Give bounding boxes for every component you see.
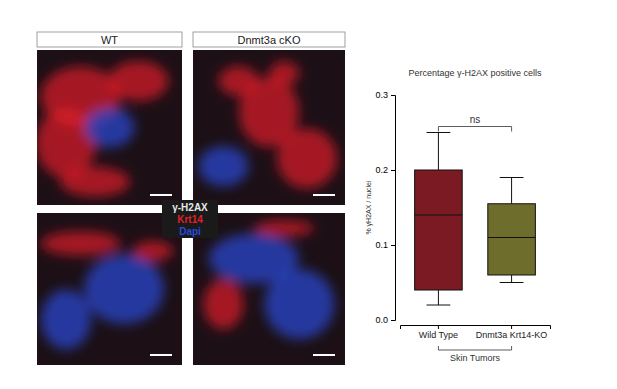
whisker-cap-low: [427, 305, 451, 306]
y-tick: 0.1: [375, 240, 395, 250]
x-tick-label: Wild Type: [419, 330, 458, 340]
box: [488, 178, 536, 283]
x-tick: Dnmt3a Krt14-KO: [476, 325, 548, 340]
y-tick-mark: [391, 95, 395, 96]
stain-region: [277, 129, 337, 189]
scale-bar: [150, 354, 172, 356]
stain-label: Dapi: [179, 226, 201, 237]
stain-region: [269, 61, 299, 85]
box-body: [488, 204, 536, 275]
box-median: [488, 237, 536, 238]
stain-region: [203, 279, 243, 329]
stain-region: [41, 231, 121, 255]
panel-background: [37, 213, 182, 365]
y-tick-label: 0.2: [375, 165, 388, 175]
figure: WT Dnmt3a cKO γ-H2AXKrt14Dapi Percentage γ-…: [0, 0, 617, 389]
x-tick-mark: [438, 325, 439, 329]
chart-title: Percentage γ-H2AX positive cells: [408, 68, 542, 78]
y-tick: 0.0: [375, 315, 395, 325]
y-tick: 0.3: [375, 90, 395, 100]
y-tick-label: 0.1: [375, 240, 388, 250]
whisker-cap-high: [500, 177, 524, 178]
stain-label: γ-H2AX: [172, 202, 208, 213]
stain-region: [85, 108, 135, 148]
significance-label: ns: [470, 114, 481, 125]
panel-background: [37, 50, 182, 205]
whisker-low: [511, 275, 512, 283]
x-group-bracket: [438, 346, 511, 350]
panel-background: [193, 50, 345, 205]
stain-legend-background: [162, 200, 218, 238]
column-label: WT: [101, 34, 118, 46]
x-axis-line: [401, 326, 551, 330]
x-axis: Wild Type Dnmt3a Krt14-KO: [401, 325, 551, 340]
whisker-high: [438, 133, 439, 171]
image-panel: [37, 213, 182, 365]
column-header: [37, 32, 182, 47]
image-panel: [36, 50, 182, 205]
whisker-cap-low: [500, 282, 524, 283]
significance-bracket: [438, 127, 511, 132]
y-tick: 0.2: [375, 165, 395, 175]
y-tick-mark: [391, 170, 395, 171]
y-axis-title: % γH2AX / nuclei: [365, 180, 373, 235]
stain-region: [84, 254, 164, 324]
scale-bar: [150, 194, 172, 196]
whisker-cap-high: [427, 132, 451, 133]
x-tick-label: Dnmt3a Krt14-KO: [476, 330, 548, 340]
y-tick-label: 0.3: [375, 90, 388, 100]
x-tick: Wild Type: [419, 325, 458, 340]
column-label: Dnmt3a cKO: [238, 34, 301, 46]
x-tick-mark: [511, 325, 512, 329]
box: [415, 133, 463, 306]
column-header: [193, 32, 345, 47]
y-axis-line: [391, 96, 396, 321]
plot-area: [415, 133, 536, 306]
stain-region: [41, 289, 91, 349]
box-body: [415, 170, 463, 290]
stain-region: [264, 269, 334, 339]
y-axis: 0.0 0.1 0.2 0.3: [375, 90, 395, 325]
image-panel: [193, 50, 345, 205]
stain-region: [109, 61, 169, 101]
y-tick-label: 0.0: [375, 315, 388, 325]
stain-region: [198, 146, 248, 186]
box-median: [415, 215, 463, 216]
y-tick-mark: [391, 320, 395, 321]
x-axis-title: Skin Tumors: [450, 353, 501, 363]
stain-label: Krt14: [177, 214, 203, 225]
stain-region: [219, 66, 259, 96]
stain-region: [254, 220, 314, 236]
whisker-low: [438, 290, 439, 305]
whisker-high: [511, 178, 512, 204]
stain-region: [60, 167, 130, 197]
scale-bar: [313, 194, 335, 196]
y-tick-mark: [391, 245, 395, 246]
scale-bar: [313, 354, 335, 356]
stain-region: [133, 241, 173, 261]
